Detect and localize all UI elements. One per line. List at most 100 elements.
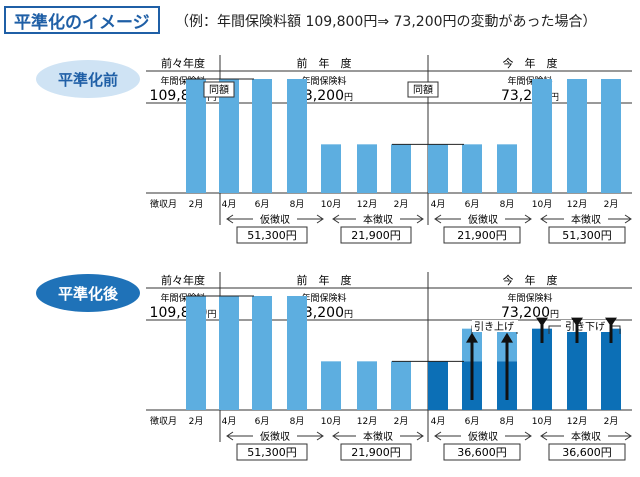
period-arrow-left-icon — [434, 431, 442, 441]
period-label: 本徴収 — [571, 430, 601, 443]
period-arrow-left-icon — [332, 431, 340, 441]
month-label: 12月 — [357, 199, 377, 210]
amount-box-value: 36,600円 — [562, 446, 612, 459]
before-section: 前々年度前 年 度今 年 度年間保険料109,800円年間保険料73,200円年… — [146, 55, 632, 244]
month-label: 4月 — [431, 416, 446, 427]
lower-arrow-down-icon — [571, 317, 583, 327]
period-arrow-left-icon — [226, 214, 234, 224]
amount-box-value: 21,900円 — [351, 229, 401, 242]
raise-label-bg — [472, 320, 518, 332]
amount-box-value: 21,900円 — [457, 229, 507, 242]
section-label-before: 平準化前 — [36, 60, 140, 98]
period-arrow-right-icon — [524, 431, 532, 441]
period-label: 仮徴収 — [468, 213, 498, 226]
month-label: 6月 — [255, 416, 270, 427]
month-label: 6月 — [465, 416, 480, 427]
month-label: 8月 — [290, 416, 305, 427]
payment-bar — [532, 328, 552, 410]
raise-arrow-up-icon — [501, 332, 513, 343]
payment-bar — [357, 361, 377, 410]
period-arrow-left-icon — [332, 214, 340, 224]
period-label: 仮徴収 — [468, 430, 498, 443]
month-label: 2月 — [189, 416, 204, 427]
amount-box-value: 36,600円 — [457, 446, 507, 459]
period-label: 仮徴収 — [260, 430, 290, 443]
payment-bar — [186, 296, 206, 410]
annual-premium-label: 年間保険料 — [301, 292, 346, 304]
payment-bar — [601, 328, 621, 410]
period-arrow-right-icon — [416, 214, 424, 224]
same-amount-label: 同額 — [413, 83, 433, 96]
month-label: 6月 — [255, 199, 270, 210]
month-label: 12月 — [567, 199, 587, 210]
amount-box-value: 21,900円 — [351, 446, 401, 459]
amount-box — [236, 443, 308, 461]
payment-bar — [567, 79, 587, 193]
amount-box — [548, 443, 626, 461]
annual-premium-amount-prev: 73,200円 — [295, 88, 353, 104]
month-label: 4月 — [431, 199, 446, 210]
period-arrow-right-icon — [624, 431, 632, 441]
period-label-bg — [461, 212, 505, 225]
month-label: 2月 — [394, 416, 409, 427]
month-label: 6月 — [465, 199, 480, 210]
raise-label: 引き上げ — [474, 321, 514, 333]
same-amount-box — [407, 81, 439, 98]
year-header-curr: 今 年 度 — [503, 273, 558, 287]
lower-label-bg — [561, 320, 611, 332]
month-label: 2月 — [604, 199, 619, 210]
period-arrow-right-icon — [416, 431, 424, 441]
payment-bar — [219, 79, 239, 193]
period-arrow-left-icon — [226, 431, 234, 441]
payment-bar — [287, 79, 307, 193]
amount-box-value: 51,300円 — [247, 229, 297, 242]
month-label: 4月 — [222, 416, 237, 427]
amount-box-value: 51,300円 — [247, 446, 297, 459]
collection-month-label: 徴収月 — [150, 198, 177, 210]
period-label: 仮徴収 — [260, 213, 290, 226]
amount-box — [236, 226, 308, 244]
period-arrow-left-icon — [434, 214, 442, 224]
payment-bar — [497, 144, 517, 193]
month-label: 4月 — [222, 199, 237, 210]
period-label-bg — [356, 429, 400, 442]
lower-arrow-down-icon — [605, 317, 617, 327]
payment-bar — [287, 296, 307, 410]
amount-box — [443, 226, 521, 244]
collection-month-label: 徴収月 — [150, 415, 177, 427]
year-header-prev: 前 年 度 — [297, 56, 352, 70]
payment-bar — [357, 144, 377, 193]
period-label-bg — [564, 429, 608, 442]
lower-arrow-down-icon — [536, 317, 548, 327]
amount-box — [548, 226, 626, 244]
period-label: 本徴収 — [363, 213, 393, 226]
year-header-curr: 今 年 度 — [503, 56, 558, 70]
payment-bar — [391, 361, 411, 410]
month-label: 8月 — [500, 199, 515, 210]
period-arrow-right-icon — [316, 431, 324, 441]
payment-bar — [321, 361, 341, 410]
section-label-after: 平準化後 — [36, 274, 140, 312]
period-label-bg — [253, 429, 297, 442]
month-label: 12月 — [567, 416, 587, 427]
payment-bar — [567, 328, 587, 410]
annual-premium-label: 年間保険料 — [301, 75, 346, 87]
lower-label: 引き下げ — [565, 321, 605, 333]
month-label: 12月 — [357, 416, 377, 427]
year-header-prev2: 前々年度 — [161, 273, 205, 287]
payment-bar — [532, 79, 552, 193]
month-label: 8月 — [500, 416, 515, 427]
period-arrow-right-icon — [316, 214, 324, 224]
month-label: 2月 — [394, 199, 409, 210]
same-amount-label: 同額 — [209, 83, 229, 96]
period-label-bg — [564, 212, 608, 225]
amount-box-value: 51,300円 — [562, 229, 612, 242]
raise-arrow-up-icon — [466, 332, 478, 343]
annual-premium-label: 年間保険料 — [507, 292, 552, 304]
page-title: 平準化のイメージ — [4, 6, 160, 34]
period-label-bg — [356, 212, 400, 225]
payment-bar — [219, 296, 239, 410]
period-arrow-left-icon — [540, 214, 548, 224]
annual-premium-amount-prev2: 109,800円 — [150, 305, 217, 321]
